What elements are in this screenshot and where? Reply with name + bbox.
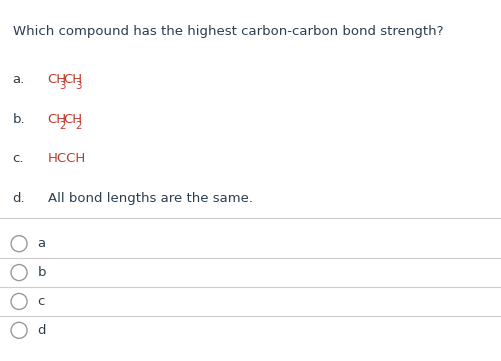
Text: Which compound has the highest carbon-carbon bond strength?: Which compound has the highest carbon-ca… [13, 25, 442, 38]
Text: CH: CH [63, 73, 83, 86]
Text: b.: b. [13, 113, 25, 126]
Text: c: c [38, 295, 45, 308]
Text: 3: 3 [75, 81, 81, 91]
Text: CH: CH [48, 73, 67, 86]
Text: b: b [38, 266, 46, 279]
Text: CH: CH [48, 113, 67, 126]
Text: c.: c. [13, 152, 24, 165]
Text: 3: 3 [59, 81, 66, 91]
Text: CH: CH [63, 113, 83, 126]
Text: 2: 2 [75, 121, 81, 131]
Text: a.: a. [13, 73, 25, 86]
Text: a: a [38, 237, 46, 250]
Text: 2: 2 [59, 121, 66, 131]
Text: d.: d. [13, 192, 25, 205]
Text: HCCH: HCCH [48, 152, 86, 165]
Text: All bond lengths are the same.: All bond lengths are the same. [48, 192, 252, 205]
Text: d: d [38, 324, 46, 337]
